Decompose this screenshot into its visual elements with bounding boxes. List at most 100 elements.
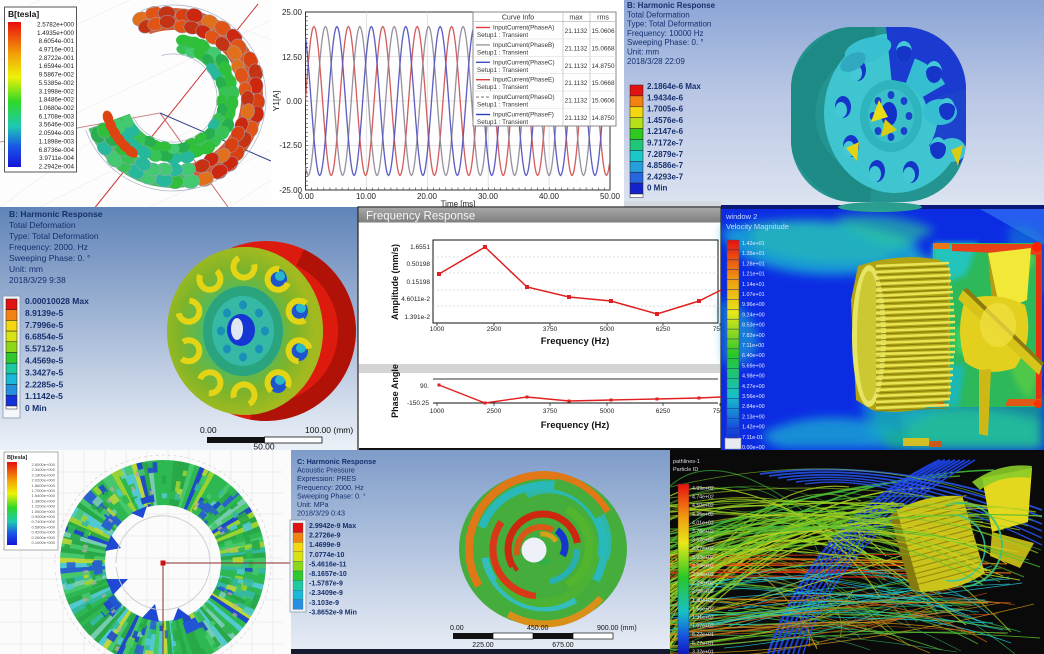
svg-text:0.00: 0.00 xyxy=(286,97,302,106)
svg-text:2.78e+02: 2.78e+02 xyxy=(692,563,714,569)
svg-text:3.76e+02: 3.76e+02 xyxy=(692,529,714,535)
svg-text:1.0680e-002: 1.0680e-002 xyxy=(39,105,75,112)
svg-text:4.99e+02: 4.99e+02 xyxy=(692,486,714,492)
svg-text:0.2600e+000: 0.2600e+000 xyxy=(32,535,56,540)
svg-text:3.5646e-003: 3.5646e-003 xyxy=(39,122,75,129)
svg-text:100.00 (mm): 100.00 (mm) xyxy=(305,425,353,435)
svg-text:Frequency Response: Frequency Response xyxy=(366,211,475,223)
svg-text:0.4200e+000: 0.4200e+000 xyxy=(32,530,56,535)
svg-text:21.1132: 21.1132 xyxy=(565,63,588,70)
svg-text:Setup1 : Transient: Setup1 : Transient xyxy=(477,102,528,109)
svg-text:9.7172e-7: 9.7172e-7 xyxy=(647,139,684,148)
svg-text:1.7000e+000: 1.7000e+000 xyxy=(32,488,56,493)
svg-text:2.13e+00: 2.13e+00 xyxy=(742,414,765,420)
svg-text:Sweeping Phase: 0. °: Sweeping Phase: 0. ° xyxy=(627,38,704,47)
svg-text:0.00: 0.00 xyxy=(200,425,217,435)
svg-text:1.2200e+000: 1.2200e+000 xyxy=(32,504,56,509)
svg-text:4.9716e-001: 4.9716e-001 xyxy=(39,47,75,54)
svg-text:900.00 (mm): 900.00 (mm) xyxy=(597,625,637,632)
svg-text:Type: Total Deformation: Type: Total Deformation xyxy=(9,231,99,241)
svg-text:2.0594e-003: 2.0594e-003 xyxy=(39,130,75,137)
svg-text:7.11e-01: 7.11e-01 xyxy=(742,435,763,441)
svg-text:Y1[A]: Y1[A] xyxy=(271,91,281,112)
svg-text:1.2147e-6: 1.2147e-6 xyxy=(647,127,684,136)
svg-text:2.2942e-004: 2.2942e-004 xyxy=(39,163,75,170)
svg-text:max: max xyxy=(569,15,583,22)
svg-text:-5.4616e-11: -5.4616e-11 xyxy=(309,561,346,568)
svg-text:Sweeping Phase: 0. °: Sweeping Phase: 0. ° xyxy=(9,253,90,263)
svg-text:8.9139e-5: 8.9139e-5 xyxy=(25,308,64,318)
svg-text:1.0600e+000: 1.0600e+000 xyxy=(32,509,56,514)
svg-text:Unit: mm: Unit: mm xyxy=(627,48,659,57)
svg-text:1000: 1000 xyxy=(430,326,445,333)
svg-text:1000: 1000 xyxy=(430,408,445,415)
svg-text:2500: 2500 xyxy=(487,408,502,415)
svg-text:Total Deformation: Total Deformation xyxy=(627,10,690,19)
svg-text:Acoustic Pressure: Acoustic Pressure xyxy=(297,466,355,475)
svg-text:1.1142e-5: 1.1142e-5 xyxy=(25,391,63,401)
svg-text:6.6854e-5: 6.6854e-5 xyxy=(25,332,64,342)
svg-text:3.27e+02: 3.27e+02 xyxy=(692,546,714,552)
svg-text:7500: 7500 xyxy=(713,408,728,415)
svg-text:window 2: window 2 xyxy=(725,212,757,221)
svg-text:2.54e+02: 2.54e+02 xyxy=(692,572,714,578)
svg-text:1.4935e+000: 1.4935e+000 xyxy=(37,30,74,37)
svg-text:2.5782e+000: 2.5782e+000 xyxy=(37,22,74,29)
svg-text:225.00: 225.00 xyxy=(472,642,494,649)
svg-text:9.5867e-002: 9.5867e-002 xyxy=(39,72,75,79)
svg-text:B: Harmonic Response: B: Harmonic Response xyxy=(627,1,716,10)
svg-text:5.77e+01: 5.77e+01 xyxy=(692,641,714,647)
svg-text:6.1708e-003: 6.1708e-003 xyxy=(39,113,75,120)
svg-text:Total Deformation: Total Deformation xyxy=(9,220,76,230)
svg-text:50.00: 50.00 xyxy=(253,442,275,452)
svg-text:Type: Total Deformation: Type: Total Deformation xyxy=(627,20,711,29)
svg-text:15.0606: 15.0606 xyxy=(591,98,615,105)
svg-text:Frequency: 2000. Hz: Frequency: 2000. Hz xyxy=(297,483,364,492)
svg-text:3750: 3750 xyxy=(543,326,558,333)
svg-text:8.6054e-001: 8.6054e-001 xyxy=(39,38,75,45)
svg-text:pathlines-1: pathlines-1 xyxy=(673,459,700,465)
svg-text:5.5385e-002: 5.5385e-002 xyxy=(39,80,75,87)
svg-text:2.4293e-7: 2.4293e-7 xyxy=(647,172,684,181)
svg-text:21.1132: 21.1132 xyxy=(565,115,588,122)
svg-text:9.96e+00: 9.96e+00 xyxy=(742,302,765,308)
svg-text:8.22e+01: 8.22e+01 xyxy=(692,632,714,638)
svg-text:-8.1657e-10: -8.1657e-10 xyxy=(309,571,347,578)
svg-text:2.8722e-001: 2.8722e-001 xyxy=(39,55,75,62)
svg-text:1.9434e-6: 1.9434e-6 xyxy=(647,93,684,102)
svg-text:14.8750: 14.8750 xyxy=(591,115,615,122)
svg-text:2.05e+02: 2.05e+02 xyxy=(692,589,714,595)
svg-text:3750: 3750 xyxy=(543,408,558,415)
svg-text:90.: 90. xyxy=(420,383,429,390)
svg-text:4.98e+00: 4.98e+00 xyxy=(742,374,765,380)
svg-text:4.27e+00: 4.27e+00 xyxy=(742,384,765,390)
svg-text:6.40e+00: 6.40e+00 xyxy=(742,353,765,359)
svg-text:6250: 6250 xyxy=(656,408,671,415)
svg-text:5.5712e-5: 5.5712e-5 xyxy=(25,344,64,354)
svg-text:0.1000e+000: 0.1000e+000 xyxy=(32,540,56,545)
svg-text:0.50198: 0.50198 xyxy=(407,261,431,268)
svg-text:-150.25: -150.25 xyxy=(407,400,429,407)
svg-text:4.01e+02: 4.01e+02 xyxy=(692,520,714,526)
svg-text:Phase Angle: Phase Angle xyxy=(390,364,400,418)
svg-text:2.5000e+000: 2.5000e+000 xyxy=(32,462,56,467)
svg-text:450.00: 450.00 xyxy=(527,625,549,632)
svg-text:15.0606: 15.0606 xyxy=(591,28,615,35)
svg-text:Unit: MPa: Unit: MPa xyxy=(297,500,329,509)
svg-text:Frequency: 2000. Hz: Frequency: 2000. Hz xyxy=(9,242,88,252)
svg-text:21.1132: 21.1132 xyxy=(565,80,588,87)
svg-text:6.8736e-004: 6.8736e-004 xyxy=(39,147,75,154)
svg-text:1.35e+01: 1.35e+01 xyxy=(742,251,765,257)
svg-text:1.6551: 1.6551 xyxy=(410,244,430,251)
svg-text:-25.00: -25.00 xyxy=(279,186,302,195)
svg-text:1.8600e+000: 1.8600e+000 xyxy=(32,483,56,488)
svg-text:1.3800e+000: 1.3800e+000 xyxy=(32,498,56,503)
svg-text:Time [ms]: Time [ms] xyxy=(441,200,476,209)
svg-text:3.52e+02: 3.52e+02 xyxy=(692,538,714,544)
svg-text:Setup1 : Transient: Setup1 : Transient xyxy=(477,67,528,74)
svg-text:2018/3/28 22:09: 2018/3/28 22:09 xyxy=(627,57,685,66)
svg-text:1.56e+02: 1.56e+02 xyxy=(692,606,714,612)
svg-text:2.3400e+000: 2.3400e+000 xyxy=(32,467,56,472)
svg-text:Setup1 : Transient: Setup1 : Transient xyxy=(477,119,528,126)
svg-text:1.8486e-002: 1.8486e-002 xyxy=(39,97,75,104)
